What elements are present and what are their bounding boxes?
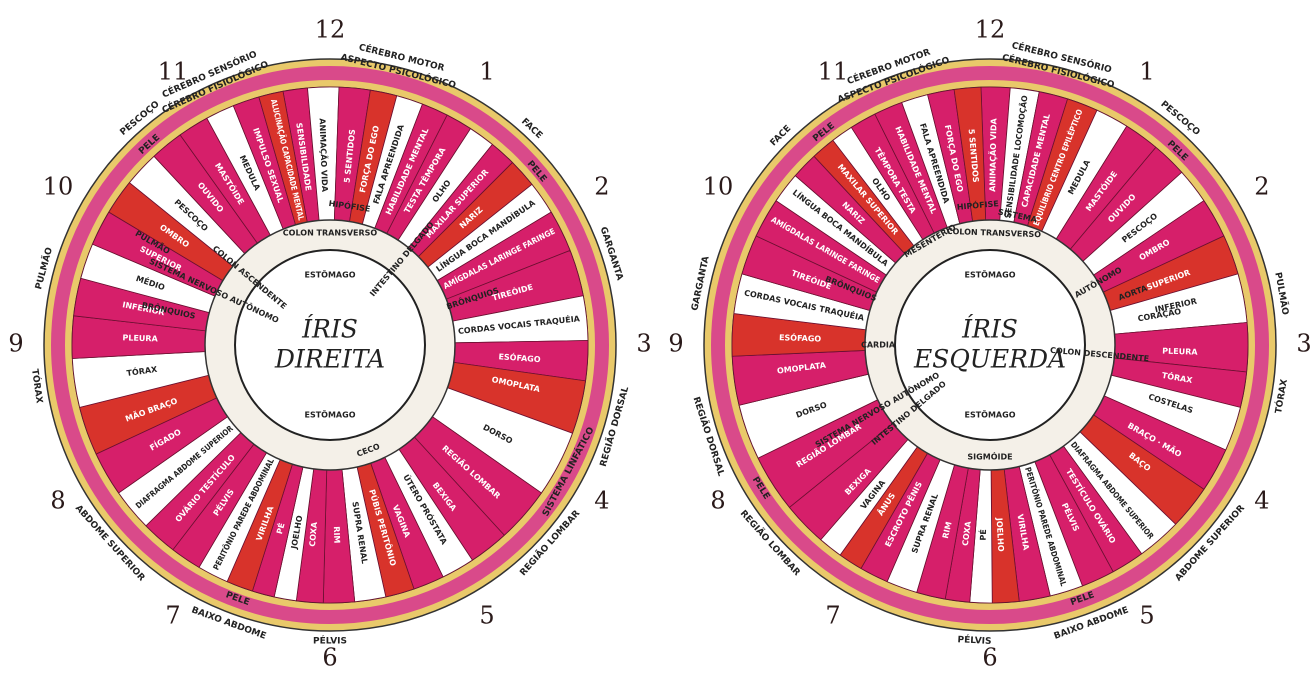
hour-number: 2 (1254, 173, 1269, 201)
hour-number: 1 (479, 58, 494, 86)
hour-number: 9 (8, 330, 23, 358)
iris-title: ESQUERDA (913, 345, 1066, 374)
hour-number: 10 (43, 173, 74, 201)
hour-number: 9 (668, 330, 683, 358)
hour-number: 8 (710, 487, 725, 515)
hour-number: 10 (703, 173, 734, 201)
iris-charts: SENSIBILIDADEANIMAÇÃO VIDA5 SENTIDOSFORÇ… (0, 0, 1316, 679)
sector-label: PLEURA (122, 333, 158, 343)
outer-label: TÓRAX (29, 368, 46, 404)
inner-label: ESTÔMAGO (964, 409, 1015, 420)
iris-title: ÍRIS (301, 315, 358, 344)
hour-number: 12 (315, 16, 346, 44)
hour-number: 6 (322, 644, 337, 672)
hour-number: 5 (1139, 601, 1154, 629)
hour-number: 12 (975, 16, 1006, 44)
hour-number: 1 (1139, 58, 1154, 86)
sector-label: ANIMAÇÃO VIDA (987, 117, 998, 192)
inner-label: SIGMÓIDE (967, 451, 1012, 462)
sector-label: PÉ (977, 529, 988, 541)
hour-number: 7 (165, 601, 180, 629)
iris-title: ÍRIS (961, 315, 1018, 344)
inner-label: ESTÔMAGO (304, 269, 355, 280)
hour-number: 3 (1296, 330, 1311, 358)
inner-label: ESTÔMAGO (304, 409, 355, 420)
hour-number: 4 (1254, 487, 1269, 515)
hour-number: 6 (982, 644, 997, 672)
hour-number: 5 (479, 601, 494, 629)
hour-number: 3 (636, 330, 651, 358)
outer-label: TÓRAX (1272, 378, 1290, 414)
hour-number: 4 (594, 487, 609, 515)
sector-label: RIM (332, 526, 342, 543)
sector-label: JOELHO (995, 517, 1006, 552)
inner-label: ESTÔMAGO (964, 269, 1015, 280)
inner-label: CARDIA (861, 341, 896, 350)
hour-number: 8 (50, 487, 65, 515)
hour-number: 2 (594, 173, 609, 201)
sector-label: PLEURA (1162, 347, 1198, 357)
hour-number: 11 (818, 58, 849, 86)
iris-title: DIREITA (274, 345, 385, 374)
hour-number: 7 (825, 601, 840, 629)
hour-number: 11 (158, 58, 189, 86)
inner-label: COLON TRANSVERSO (283, 229, 378, 238)
outer-label: PULMÃO (1272, 271, 1290, 316)
